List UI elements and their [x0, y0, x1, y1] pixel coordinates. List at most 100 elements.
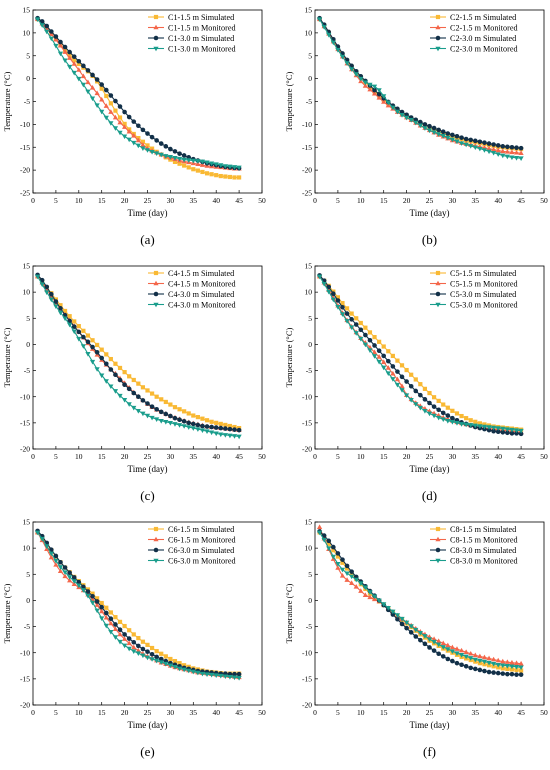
data-point [34, 17, 41, 22]
data-point [71, 579, 77, 584]
data-point [99, 82, 104, 87]
chart-panel-6: 0 5 10 15 20 25 30 35 40 45 50 -20 -15 -10 -5 0 5 10 15 Tim… [284, 518, 548, 759]
series-4 [34, 530, 242, 681]
data-point [223, 422, 228, 428]
data-point [509, 659, 515, 665]
data-point [371, 84, 378, 90]
data-point [426, 411, 433, 417]
data-point [232, 671, 237, 677]
data-point [509, 144, 515, 150]
data-point [472, 145, 478, 151]
data-point [67, 318, 72, 324]
data-point [500, 671, 506, 676]
data-point [362, 83, 368, 88]
y-tick-label: 10 [305, 288, 313, 297]
y-tick-label: -5 [306, 366, 312, 375]
data-point [431, 648, 437, 653]
data-point [491, 150, 497, 156]
data-point [422, 641, 428, 647]
data-point [316, 530, 323, 536]
data-point [413, 120, 419, 126]
data-point [76, 329, 82, 335]
series-1 [317, 274, 524, 432]
y-tick-label: -10 [302, 120, 312, 129]
data-point [104, 352, 109, 357]
data-point [57, 565, 64, 570]
data-point [117, 631, 123, 637]
data-point [199, 162, 206, 167]
x-tick-label: 35 [190, 452, 198, 461]
x-tick-label: 50 [258, 452, 266, 461]
data-point [445, 656, 451, 662]
data-point [176, 666, 183, 672]
data-point [486, 669, 492, 675]
data-point [58, 306, 63, 311]
data-point [181, 418, 187, 424]
data-point [427, 400, 432, 406]
data-point [376, 95, 382, 100]
data-point [491, 146, 497, 152]
data-point [518, 156, 524, 162]
data-point [445, 647, 451, 652]
y-tick-label: -5 [24, 366, 30, 375]
y-axis-label: Temperature (°C) [284, 71, 294, 131]
data-point [154, 138, 159, 143]
legend-marker [435, 291, 441, 297]
data-point [344, 306, 350, 311]
data-point [227, 674, 233, 680]
data-point [90, 591, 95, 596]
x-tick-label: 40 [212, 196, 220, 205]
data-point [200, 169, 205, 175]
chart-panel-5: 0 5 10 15 20 25 30 35 40 45 50 -20 -15 -10 -5 0 5 10 15 Tim… [2, 518, 266, 759]
data-point [80, 73, 86, 79]
legend-entry: C5-3.0 m Monitored [450, 301, 518, 310]
data-point [399, 383, 405, 389]
data-point [376, 348, 382, 354]
data-point [62, 570, 68, 575]
data-point [126, 646, 132, 652]
data-point [145, 388, 150, 393]
data-point [404, 393, 410, 398]
data-point [145, 401, 150, 406]
data-point [145, 642, 150, 647]
x-axis-label: Time (day) [128, 464, 168, 474]
data-point [195, 415, 200, 420]
x-tick-label: 40 [212, 708, 220, 717]
data-point [71, 61, 77, 66]
data-point [81, 328, 86, 333]
data-point [473, 419, 478, 424]
data-point [195, 159, 201, 164]
data-point [450, 658, 455, 664]
data-point [163, 654, 168, 659]
data-point [422, 386, 428, 391]
data-point [117, 130, 123, 136]
legend-entry: C2-1.5 m Monitored [450, 24, 518, 33]
data-point [237, 175, 242, 180]
data-point [108, 610, 113, 615]
x-tick-label: 40 [494, 708, 502, 717]
data-point [417, 631, 423, 636]
data-point [126, 636, 132, 641]
data-point [371, 90, 378, 96]
data-point [371, 349, 378, 355]
data-point [463, 136, 469, 142]
data-point [131, 133, 137, 138]
data-point [481, 424, 488, 430]
data-point [440, 417, 446, 422]
data-point [504, 427, 510, 432]
data-point [204, 160, 210, 166]
data-point [326, 538, 332, 544]
data-point [326, 546, 332, 551]
data-point [103, 614, 109, 620]
data-point [436, 415, 442, 421]
data-point [316, 274, 323, 280]
data-point [103, 115, 109, 121]
data-point [81, 63, 86, 69]
data-point [385, 371, 391, 376]
data-point [131, 140, 137, 146]
data-point [458, 647, 465, 653]
data-point [431, 413, 437, 419]
data-point [53, 36, 59, 42]
data-point [182, 163, 187, 168]
data-point [376, 359, 382, 365]
